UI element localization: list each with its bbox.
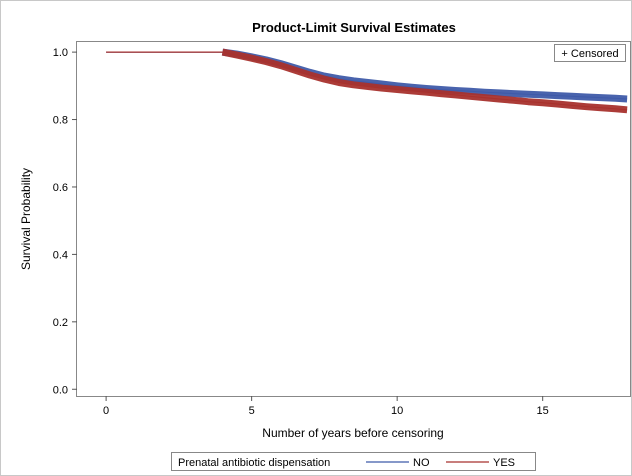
censored-inset-label: + Censored — [561, 48, 618, 60]
x-tick-label: 10 — [391, 405, 403, 417]
x-axis-title: Number of years before censoring — [262, 426, 443, 440]
legend-entry-no: NO — [413, 457, 430, 469]
chart-title: Product-Limit Survival Estimates — [252, 20, 456, 35]
x-tick-label: 5 — [249, 405, 255, 417]
y-axis-title: Survival Probability — [19, 168, 33, 270]
y-tick-label: 0.2 — [53, 317, 68, 329]
x-tick-label: 15 — [537, 405, 549, 417]
series-group — [106, 48, 628, 114]
series-censored-band-yes — [221, 48, 628, 114]
y-axis-ticks: 0.0 0.2 0.4 0.6 0.8 1.0 — [53, 47, 77, 396]
x-tick-label: 0 — [103, 405, 109, 417]
censored-inset-box — [554, 44, 626, 62]
legend: Prenatal antibiotic dispensation NO YES — [171, 452, 536, 471]
y-tick-label: 0.0 — [53, 384, 68, 396]
censored-inset: + Censored — [554, 44, 626, 62]
legend-entry-yes: YES — [493, 457, 515, 469]
y-tick-label: 0.8 — [53, 115, 68, 127]
y-tick-label: 0.6 — [53, 182, 68, 194]
legend-title: Prenatal antibiotic dispensation — [178, 457, 330, 469]
plot-area-border — [76, 41, 631, 397]
y-tick-label: 0.4 — [53, 249, 68, 261]
legend-box — [171, 452, 536, 471]
x-axis-ticks: 0 5 10 15 — [103, 396, 549, 417]
y-tick-label: 1.0 — [53, 47, 68, 59]
